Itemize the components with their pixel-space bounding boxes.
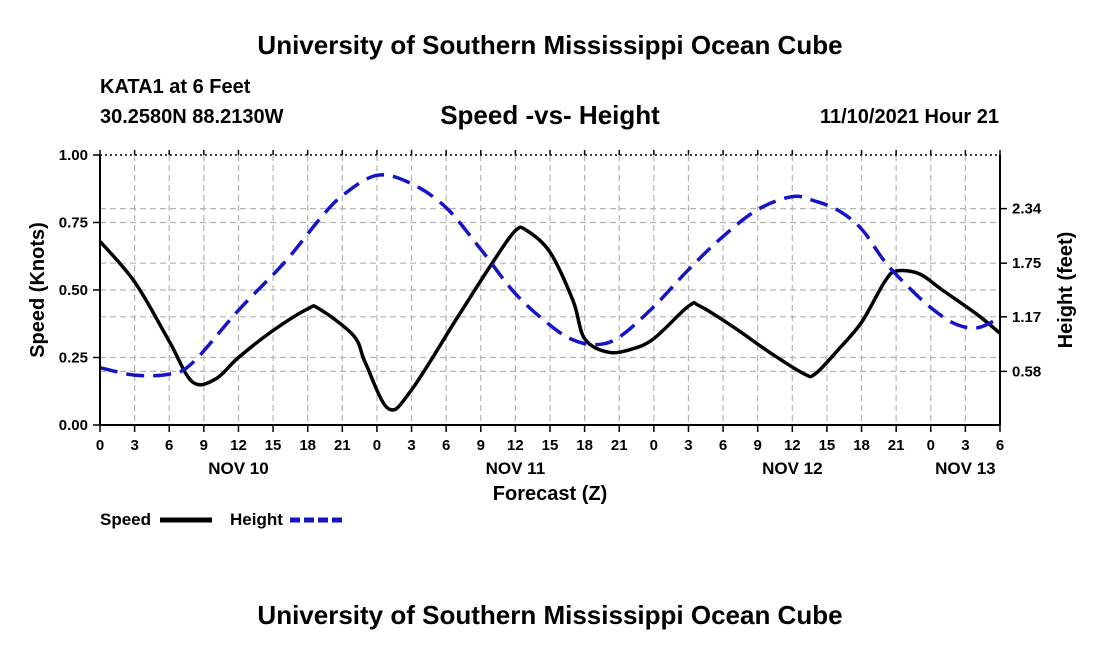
series-line-height xyxy=(99,173,1001,378)
y2-tick-label: 2.34 xyxy=(1012,201,1042,218)
x-tick-label: 3 xyxy=(961,437,969,454)
x-tick-label: 9 xyxy=(200,437,208,454)
x-tick-label: 12 xyxy=(230,437,247,454)
series-line-speed xyxy=(98,225,1002,412)
y2-axis-label: Height (feet) xyxy=(1055,232,1077,349)
footer-title: University of Southern Mississippi Ocean… xyxy=(257,600,843,630)
x-date-label: NOV 10 xyxy=(208,459,268,478)
x-tick-label: 21 xyxy=(334,437,351,454)
x-tick-label: 9 xyxy=(754,437,762,454)
x-axis-label: Forecast (Z) xyxy=(493,483,607,505)
x-tick-label: 0 xyxy=(650,437,658,454)
y-tick-label: 1.00 xyxy=(59,147,88,164)
x-tick-label: 3 xyxy=(684,437,692,454)
x-tick-label: 6 xyxy=(719,437,727,454)
x-tick-label: 21 xyxy=(611,437,628,454)
y-tick-label: 0.25 xyxy=(59,350,88,367)
legend: Speed Height xyxy=(100,510,342,529)
y-axis-label: Speed (Knots) xyxy=(27,222,49,358)
x-tick-label: 18 xyxy=(576,437,593,454)
y-tick-label: 0.00 xyxy=(59,417,88,434)
series-layer xyxy=(98,173,1002,412)
x-tick-label: 3 xyxy=(407,437,415,454)
y2-tick-label: 1.75 xyxy=(1012,255,1041,272)
station-coordinates: 30.2580N 88.2130W xyxy=(100,106,284,128)
x-tick-label: 0 xyxy=(373,437,381,454)
x-tick-label: 15 xyxy=(542,437,559,454)
legend-label-speed: Speed xyxy=(100,510,151,529)
x-tick-label: 0 xyxy=(927,437,935,454)
x-tick-label: 18 xyxy=(299,437,316,454)
x-tick-label: 15 xyxy=(265,437,282,454)
x-date-label: NOV 11 xyxy=(486,459,546,478)
y2-tick-label: 0.58 xyxy=(1012,363,1041,380)
x-tick-label: 6 xyxy=(165,437,173,454)
x-tick-label: 18 xyxy=(853,437,870,454)
x-tick-label: 12 xyxy=(784,437,801,454)
y-tick-label: 0.75 xyxy=(59,215,88,232)
y-tick-label: 0.50 xyxy=(59,282,88,299)
station-name: KATA1 at 6 Feet xyxy=(100,76,251,98)
grid-lines xyxy=(100,155,1000,425)
legend-label-height: Height xyxy=(230,510,283,529)
x-tick-label: 6 xyxy=(442,437,450,454)
y2-tick-label: 1.17 xyxy=(1012,309,1041,326)
x-tick-label: 0 xyxy=(96,437,104,454)
axes: 0 3 6 9 12 15 18 21 0 3 6 9 12 15 18 21 0 3 6 9 12 15 18 21 0 3 6N… xyxy=(59,147,1042,478)
x-tick-label: 21 xyxy=(888,437,905,454)
forecast-datetime: 11/10/2021 Hour 21 xyxy=(819,106,999,128)
x-tick-label: 3 xyxy=(130,437,138,454)
page-title: University of Southern Mississippi Ocean… xyxy=(257,30,843,60)
chart-subtitle: Speed -vs- Height xyxy=(440,100,660,130)
x-tick-label: 6 xyxy=(996,437,1004,454)
x-date-label: NOV 13 xyxy=(935,459,995,478)
x-tick-label: 12 xyxy=(507,437,524,454)
x-tick-label: 15 xyxy=(819,437,836,454)
x-tick-label: 9 xyxy=(477,437,485,454)
x-date-label: NOV 12 xyxy=(762,459,822,478)
